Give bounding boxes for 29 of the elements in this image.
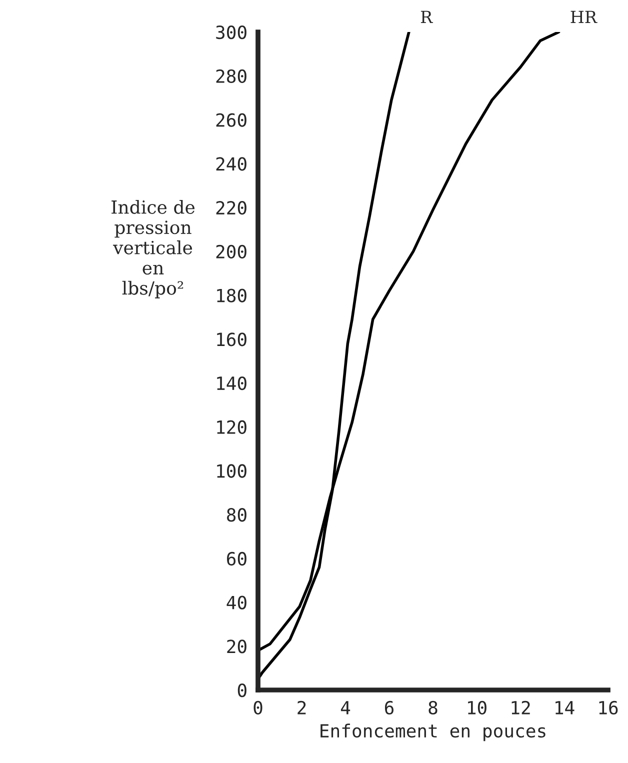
x-tick-label: 2 bbox=[298, 700, 306, 714]
x-tick-label: 16 bbox=[599, 700, 618, 714]
y-tick-label: 280 bbox=[216, 69, 246, 84]
y-tick-label: 260 bbox=[216, 113, 246, 127]
y-tick-label: 160 bbox=[217, 332, 246, 346]
y-tick-label: 140 bbox=[217, 376, 246, 390]
y-tick-label: 60 bbox=[227, 552, 246, 566]
series-label: R bbox=[420, 10, 433, 23]
y-tick-label: 300 bbox=[216, 26, 246, 40]
y-tick-label: 120 bbox=[217, 420, 246, 434]
y-tick-label: 240 bbox=[216, 157, 246, 171]
y-tick-label: 180 bbox=[217, 288, 246, 302]
x-tick-label: 10 bbox=[468, 700, 486, 714]
y-tick-label: 220 bbox=[216, 200, 246, 215]
y-tick-label: 80 bbox=[226, 508, 246, 522]
y-tick-label: 200 bbox=[216, 244, 246, 258]
y-tick-label: 100 bbox=[217, 464, 246, 478]
y-tick-label: 0 bbox=[238, 684, 246, 698]
x-tick-label: 14 bbox=[556, 701, 574, 714]
x-axis-title: Enfoncement en pouces bbox=[320, 724, 546, 742]
series-label: HR bbox=[570, 10, 598, 23]
x-tick-label: 12 bbox=[512, 700, 530, 714]
y-axis-title: Indice de pression verticale en lbs/po² bbox=[112, 200, 195, 298]
x-tick-label: 0 bbox=[254, 700, 262, 714]
x-tick-label: 6 bbox=[384, 700, 394, 714]
x-tick-label: 8 bbox=[428, 700, 438, 714]
y-tick-label: 40 bbox=[226, 596, 246, 610]
x-tick-label: 4 bbox=[340, 701, 350, 714]
y-tick-label: 20 bbox=[227, 640, 246, 654]
